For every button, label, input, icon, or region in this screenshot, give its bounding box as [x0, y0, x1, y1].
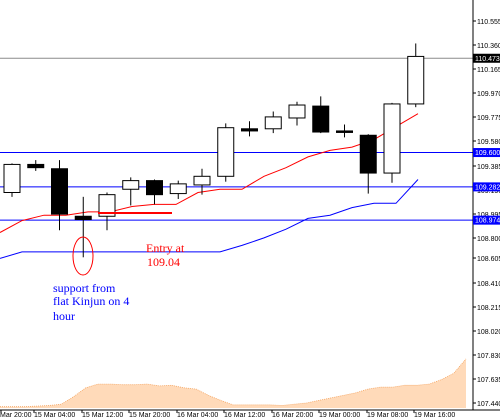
candle-body-15 [359, 134, 377, 174]
indicator-line-1 [0, 179, 419, 259]
candle-body-6 [146, 180, 163, 196]
y-tick-labels: 110.555 110.360 110.165 109.970 109.775 109.5… [473, 19, 500, 408]
x-tick-label-0: Mar 20:00 [0, 412, 32, 419]
y-tick-label-13: 108.020 [477, 329, 500, 336]
candles [3, 43, 425, 258]
level-labels: 110.473 109.600 109.282 108.974 [473, 53, 500, 225]
candle-body-16 [383, 103, 401, 174]
y-tick-label-7: 109.190 [477, 188, 500, 195]
candle-body-1 [27, 163, 45, 169]
candle-body-13 [312, 105, 330, 133]
indicator-line-0 [0, 113, 419, 233]
candle-body-17 [407, 55, 425, 105]
x-tick-label-4: 16 Mar 04:00 [177, 412, 218, 419]
x-tick-label-7: 19 Mar 00:00 [319, 412, 360, 419]
y-tick-label-16: 107.440 [477, 401, 500, 408]
level-label-0: 110.473 [475, 56, 500, 63]
support-highlight-ellipse [72, 236, 94, 276]
x-tick-label-6: 16 Mar 20:00 [272, 412, 313, 419]
y-tick-label-5: 109.580 [477, 139, 500, 146]
level-label-bg-3 [473, 215, 500, 225]
x-tick-label-3: 15 Mar 20:00 [129, 412, 170, 419]
y-tick-label-9: 108.800 [477, 236, 500, 243]
lower-indicator-area [0, 358, 466, 408]
y-tick-label-8: 108.995 [477, 212, 500, 219]
lower-indicator-line [0, 358, 467, 408]
x-tick-label-8: 19 Mar 08:00 [367, 412, 408, 419]
candle-body-0 [3, 163, 21, 193]
y-tick-label-14: 107.830 [477, 353, 500, 360]
level-label-2: 109.282 [475, 184, 500, 191]
level-label-bg-1 [473, 148, 500, 158]
candle-body-7 [169, 183, 187, 195]
y-tick-label-10: 108.605 [477, 256, 500, 263]
entry-annotation-line2: 109.04 [147, 255, 180, 269]
x-tick-label-1: 15 Mar 04:00 [34, 412, 75, 419]
support-annotation-line2: flat Kinjun on 4 [53, 294, 129, 308]
lower-indicator-pane [0, 358, 467, 408]
support-annotation-line1: support from [53, 281, 116, 295]
candle-body-2 [51, 168, 68, 215]
y-tick-label-2: 110.165 [477, 67, 500, 74]
annotations: Entry at 109.04 support from flat Kinjun… [53, 236, 185, 323]
entry-annotation-line1: Entry at [146, 241, 185, 255]
candle-body-4 [98, 194, 116, 217]
level-label-3: 108.974 [475, 218, 500, 225]
y-tick-label-0: 110.555 [477, 19, 500, 26]
y-tick-label-11: 108.410 [477, 281, 500, 288]
x-tick-label-2: 15 Mar 12:00 [82, 412, 123, 419]
candle-body-11 [264, 116, 282, 130]
indicator-lines [0, 113, 419, 259]
level-label-1: 109.600 [475, 150, 500, 157]
support-annotation-line3: hour [53, 309, 75, 323]
y-tick-label-3: 109.970 [477, 91, 500, 98]
candle-body-12 [288, 104, 306, 119]
y-tick-label-15: 107.635 [477, 377, 500, 384]
candle-body-14 [336, 130, 353, 133]
candle-body-10 [241, 128, 258, 132]
candle-body-5 [122, 180, 140, 190]
level-label-bg-0 [473, 53, 500, 63]
level-label-bg-2 [473, 182, 500, 192]
x-tick-labels: Mar 20:00 15 Mar 04:00 15 Mar 12:00 15 Mar … [0, 410, 455, 419]
candle-body-8 [193, 175, 211, 186]
candle-body-9 [217, 127, 235, 177]
y-tick-label-12: 108.215 [477, 305, 500, 312]
x-tick-label-5: 16 Mar 12:00 [224, 412, 265, 419]
x-tick-label-9: 19 Mar 16:00 [414, 412, 455, 419]
y-tick-label-4: 109.775 [477, 115, 500, 122]
candle-body-3 [74, 215, 92, 220]
y-tick-label-1: 110.360 [477, 43, 500, 50]
y-tick-label-6: 109.385 [477, 164, 500, 171]
